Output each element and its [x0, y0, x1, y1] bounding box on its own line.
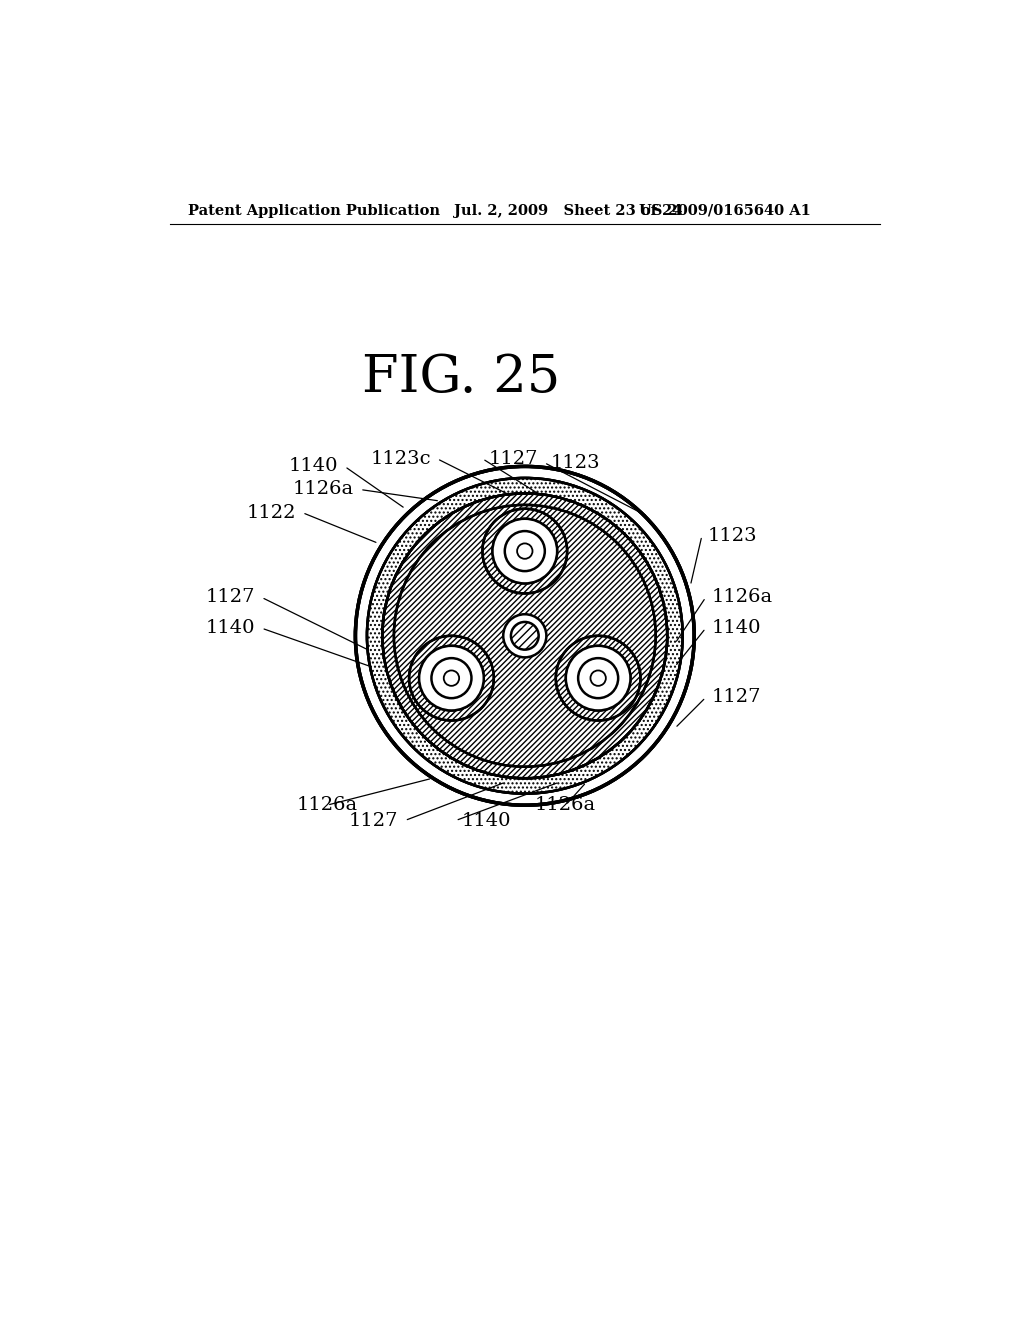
Text: FIG. 25: FIG. 25	[362, 352, 561, 404]
Text: 1126a: 1126a	[536, 796, 596, 814]
Circle shape	[517, 544, 532, 558]
Text: 1123: 1123	[708, 527, 758, 545]
Text: 1123c: 1123c	[371, 450, 431, 467]
Text: Patent Application Publication: Patent Application Publication	[188, 203, 440, 218]
Circle shape	[419, 645, 483, 710]
Text: 1140: 1140	[206, 619, 255, 638]
Circle shape	[556, 636, 640, 721]
Circle shape	[443, 671, 459, 686]
Text: 1123: 1123	[550, 454, 600, 471]
Text: 1122: 1122	[247, 504, 296, 521]
Circle shape	[482, 508, 567, 594]
Text: US 2009/0165640 A1: US 2009/0165640 A1	[639, 203, 811, 218]
Text: 1126a: 1126a	[296, 796, 357, 814]
Text: 1126a: 1126a	[712, 589, 773, 606]
Circle shape	[355, 466, 694, 805]
Text: 1127: 1127	[349, 812, 398, 829]
Text: 1140: 1140	[462, 812, 511, 829]
Circle shape	[511, 622, 539, 649]
Text: 1140: 1140	[289, 458, 339, 475]
Text: 1140: 1140	[712, 619, 762, 638]
Text: Jul. 2, 2009   Sheet 23 of 24: Jul. 2, 2009 Sheet 23 of 24	[454, 203, 682, 218]
Circle shape	[579, 659, 618, 698]
Circle shape	[591, 671, 606, 686]
Circle shape	[382, 494, 668, 779]
Circle shape	[410, 636, 494, 721]
Circle shape	[493, 519, 557, 583]
Text: 1127: 1127	[488, 450, 538, 467]
Circle shape	[566, 645, 631, 710]
Circle shape	[431, 659, 471, 698]
Text: 1126a: 1126a	[293, 480, 354, 499]
Text: 1127: 1127	[712, 689, 762, 706]
Text: 1127: 1127	[206, 589, 255, 606]
Circle shape	[505, 531, 545, 572]
Circle shape	[503, 614, 547, 657]
